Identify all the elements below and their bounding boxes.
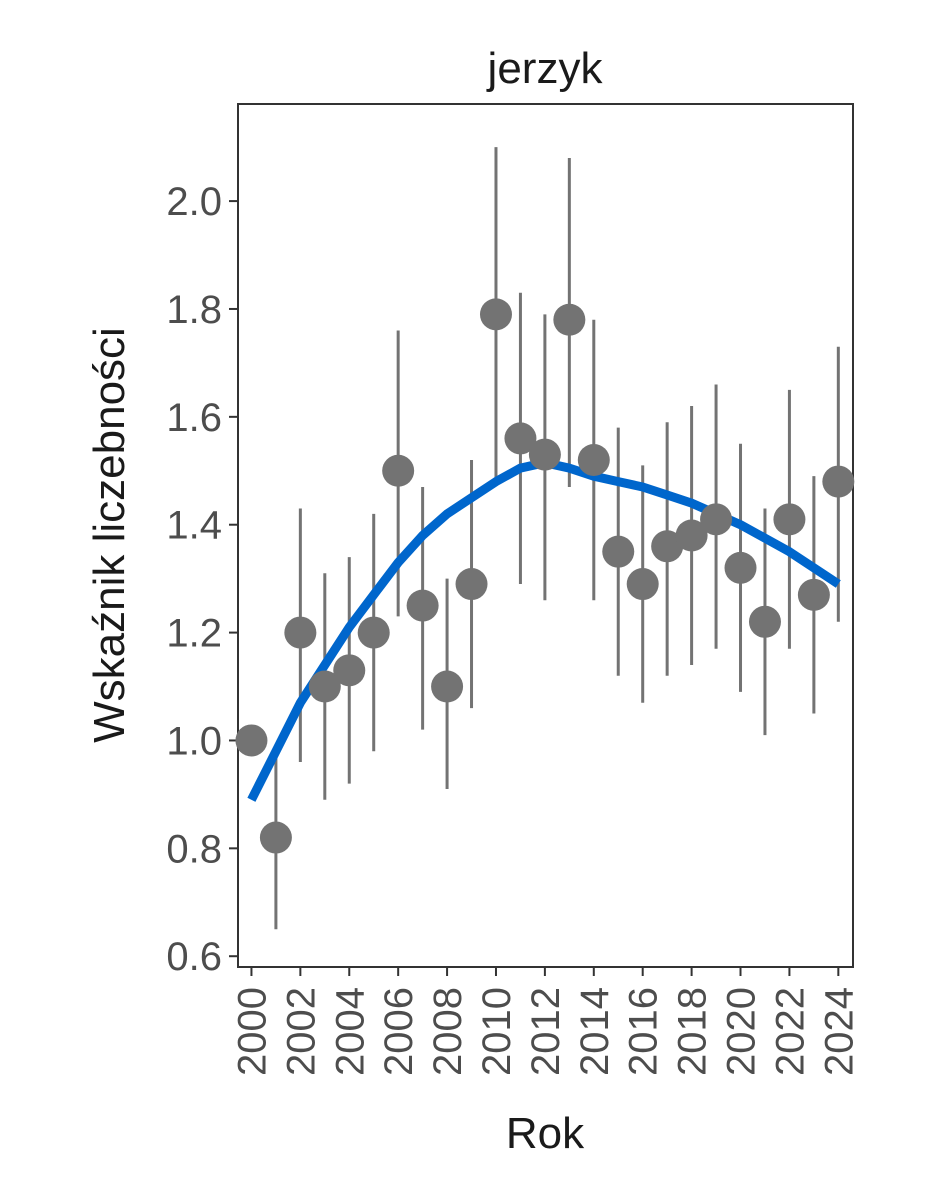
data-point <box>357 616 390 649</box>
data-point <box>528 438 561 471</box>
data-point <box>602 535 635 568</box>
x-tick-label: 2014 <box>573 987 617 1076</box>
x-tick-label: 2016 <box>622 987 666 1076</box>
data-point <box>479 298 512 331</box>
y-tick-label: 2.0 <box>166 180 222 224</box>
data-point <box>577 443 610 476</box>
y-axis-title: Wskaźnik liczebności <box>85 327 134 743</box>
data-point <box>308 670 341 703</box>
x-tick-label: 2022 <box>768 987 812 1076</box>
data-point <box>822 465 855 498</box>
x-tick-label: 2018 <box>671 987 715 1076</box>
chart-title: jerzyk <box>486 44 604 93</box>
x-tick-label: 2010 <box>475 987 519 1076</box>
x-tick-label: 2004 <box>328 987 372 1076</box>
x-tick-label: 2000 <box>230 987 274 1076</box>
x-axis-title: Rok <box>506 1109 585 1158</box>
x-tick-label: 2020 <box>720 987 764 1076</box>
data-point <box>259 821 292 854</box>
data-point <box>382 454 415 487</box>
data-point <box>284 616 317 649</box>
data-point <box>675 519 708 552</box>
data-point <box>797 578 830 611</box>
x-tick-label: 2002 <box>279 987 323 1076</box>
data-point <box>626 568 659 601</box>
x-tick-label: 2006 <box>377 987 421 1076</box>
x-tick-label: 2008 <box>426 987 470 1076</box>
y-tick-label: 1.6 <box>166 396 222 440</box>
data-point <box>406 589 439 622</box>
data-point <box>724 551 757 584</box>
y-tick-label: 1.4 <box>166 504 222 548</box>
y-tick-label: 1.8 <box>166 288 222 332</box>
plot-area: 0.6 0.8 1.0 1.2 1.4 1.6 1.8 2.0 2000 2002 2004 2006… <box>166 103 861 1076</box>
data-point <box>773 503 806 536</box>
x-tick-label: 2024 <box>817 987 861 1076</box>
data-point <box>700 503 733 536</box>
data-point <box>431 670 464 703</box>
data-point <box>651 530 684 563</box>
y-tick-label: 0.8 <box>166 827 222 871</box>
y-tick-label: 1.0 <box>166 719 222 763</box>
y-tick-label: 1.2 <box>166 612 222 656</box>
data-point <box>504 422 537 455</box>
data-point <box>235 724 268 757</box>
y-tick-label: 0.6 <box>166 935 222 979</box>
data-point <box>553 303 586 336</box>
x-tick-label: 2012 <box>524 987 568 1076</box>
data-point <box>333 654 366 687</box>
data-point <box>455 568 488 601</box>
data-point <box>748 605 781 638</box>
